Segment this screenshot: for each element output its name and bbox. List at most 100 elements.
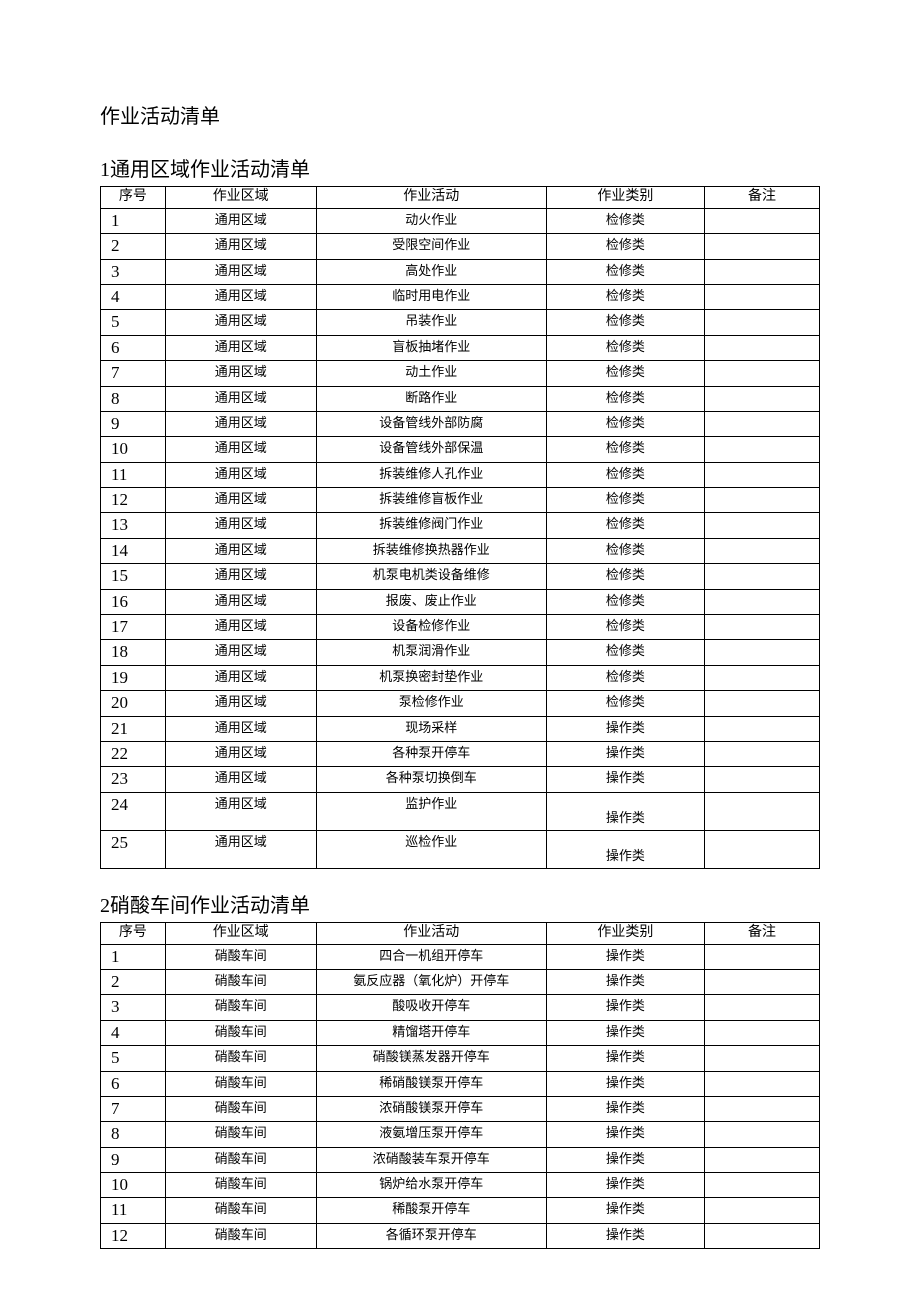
cell-category: 检修类 [546, 437, 704, 462]
cell-activity: 临时用电作业 [316, 284, 546, 309]
cell-area: 通用区域 [165, 589, 316, 614]
table-row: 3硝酸车间酸吸收开停车操作类 [101, 995, 820, 1020]
table-section2: 序号 作业区域 作业活动 作业类别 备注 1硝酸车间四合一机组开停车操作类2硝酸… [100, 922, 820, 1249]
cell-seq: 1 [101, 208, 166, 233]
cell-category: 检修类 [546, 208, 704, 233]
cell-note [704, 792, 819, 830]
cell-area: 硝酸车间 [165, 944, 316, 969]
cell-seq: 1 [101, 944, 166, 969]
table-row: 8通用区域断路作业检修类 [101, 386, 820, 411]
table-row: 5通用区域吊装作业检修类 [101, 310, 820, 335]
table-row: 16通用区域报废、废止作业检修类 [101, 589, 820, 614]
cell-category: 检修类 [546, 513, 704, 538]
cell-seq: 8 [101, 386, 166, 411]
cell-area: 通用区域 [165, 665, 316, 690]
cell-activity: 机泵润滑作业 [316, 640, 546, 665]
table-row: 13通用区域拆装维修阀门作业检修类 [101, 513, 820, 538]
cell-seq: 19 [101, 665, 166, 690]
cell-area: 通用区域 [165, 284, 316, 309]
table-row: 18通用区域机泵润滑作业检修类 [101, 640, 820, 665]
table-row: 12硝酸车间各循环泵开停车操作类 [101, 1223, 820, 1248]
cell-note [704, 284, 819, 309]
cell-category: 操作类 [546, 767, 704, 792]
cell-category: 操作类 [546, 1020, 704, 1045]
cell-note [704, 742, 819, 767]
cell-activity: 高处作业 [316, 259, 546, 284]
cell-area: 通用区域 [165, 411, 316, 436]
cell-note [704, 335, 819, 360]
cell-category: 检修类 [546, 259, 704, 284]
cell-seq: 16 [101, 589, 166, 614]
cell-category: 操作类 [546, 1122, 704, 1147]
th-seq: 序号 [101, 187, 166, 209]
cell-area: 硝酸车间 [165, 995, 316, 1020]
table-row: 14通用区域拆装维修换热器作业检修类 [101, 538, 820, 563]
table-row: 9硝酸车间浓硝酸装车泵开停车操作类 [101, 1147, 820, 1172]
section1-title: 1通用区域作业活动清单 [100, 153, 820, 182]
cell-seq: 10 [101, 437, 166, 462]
cell-area: 通用区域 [165, 208, 316, 233]
cell-note [704, 411, 819, 436]
cell-note [704, 513, 819, 538]
cell-area: 硝酸车间 [165, 1122, 316, 1147]
cell-category: 检修类 [546, 564, 704, 589]
cell-activity: 受限空间作业 [316, 234, 546, 259]
cell-activity: 硝酸镁蒸发器开停车 [316, 1046, 546, 1071]
cell-category: 检修类 [546, 640, 704, 665]
cell-area: 通用区域 [165, 615, 316, 640]
table-row: 11硝酸车间稀酸泵开停车操作类 [101, 1198, 820, 1223]
cell-seq: 20 [101, 691, 166, 716]
th-note: 备注 [704, 187, 819, 209]
cell-category: 操作类 [546, 830, 704, 868]
cell-area: 通用区域 [165, 767, 316, 792]
th-act: 作业活动 [316, 922, 546, 944]
cell-category: 检修类 [546, 234, 704, 259]
th-area: 作业区域 [165, 922, 316, 944]
cell-area: 硝酸车间 [165, 1046, 316, 1071]
cell-seq: 9 [101, 411, 166, 436]
th-act: 作业活动 [316, 187, 546, 209]
cell-category: 操作类 [546, 1198, 704, 1223]
cell-note [704, 767, 819, 792]
cell-category: 检修类 [546, 665, 704, 690]
table-row: 6硝酸车间稀硝酸镁泵开停车操作类 [101, 1071, 820, 1096]
cell-area: 通用区域 [165, 335, 316, 360]
cell-area: 通用区域 [165, 691, 316, 716]
cell-category: 检修类 [546, 615, 704, 640]
table-row: 23通用区域各种泵切换倒车操作类 [101, 767, 820, 792]
cell-area: 硝酸车间 [165, 1198, 316, 1223]
cell-category: 操作类 [546, 1173, 704, 1198]
table-row: 20通用区域泵检修作业检修类 [101, 691, 820, 716]
cell-note [704, 665, 819, 690]
cell-activity: 酸吸收开停车 [316, 995, 546, 1020]
cell-activity: 巡检作业 [316, 830, 546, 868]
cell-category: 操作类 [546, 995, 704, 1020]
cell-note [704, 830, 819, 868]
table-row: 7硝酸车间浓硝酸镁泵开停车操作类 [101, 1096, 820, 1121]
cell-category: 检修类 [546, 284, 704, 309]
cell-area: 通用区域 [165, 716, 316, 741]
cell-seq: 2 [101, 234, 166, 259]
cell-category: 操作类 [546, 1096, 704, 1121]
section1-num: 1 [100, 159, 110, 181]
cell-category: 检修类 [546, 411, 704, 436]
table-row: 25通用区域巡检作业操作类 [101, 830, 820, 868]
cell-seq: 25 [101, 830, 166, 868]
cell-activity: 拆装维修换热器作业 [316, 538, 546, 563]
cell-seq: 24 [101, 792, 166, 830]
cell-area: 通用区域 [165, 462, 316, 487]
cell-note [704, 234, 819, 259]
cell-category: 检修类 [546, 538, 704, 563]
cell-area: 通用区域 [165, 742, 316, 767]
cell-area: 通用区域 [165, 259, 316, 284]
cell-area: 硝酸车间 [165, 1223, 316, 1248]
cell-seq: 6 [101, 1071, 166, 1096]
cell-seq: 3 [101, 995, 166, 1020]
cell-area: 通用区域 [165, 564, 316, 589]
cell-activity: 拆装维修阀门作业 [316, 513, 546, 538]
cell-note [704, 716, 819, 741]
cell-area: 通用区域 [165, 488, 316, 513]
cell-category: 操作类 [546, 1046, 704, 1071]
cell-activity: 各种泵切换倒车 [316, 767, 546, 792]
cell-seq: 5 [101, 1046, 166, 1071]
